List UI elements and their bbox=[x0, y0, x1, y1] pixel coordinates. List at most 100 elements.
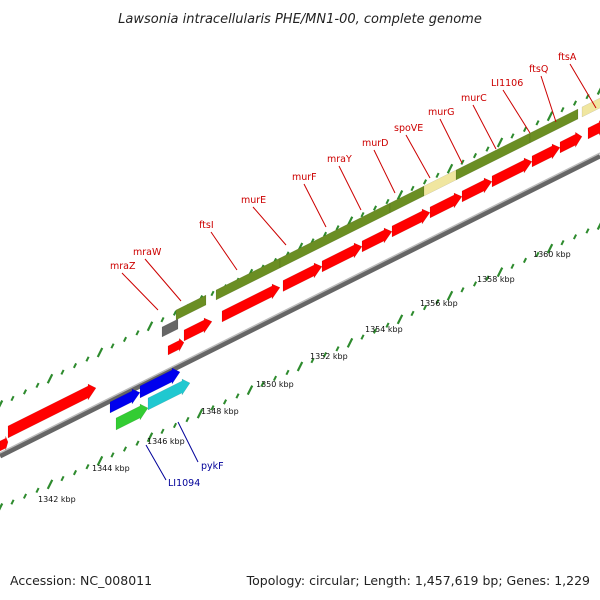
top-tick bbox=[372, 205, 378, 211]
blue-gene bbox=[109, 388, 141, 414]
bottom-tick bbox=[535, 251, 540, 258]
kbp-label: 1350 kbp bbox=[256, 380, 294, 389]
gene-label-mure: murE bbox=[241, 195, 266, 206]
cds-arrow bbox=[429, 192, 463, 219]
top-tick bbox=[72, 362, 78, 369]
bottom-tick bbox=[560, 239, 565, 246]
bottom-tick bbox=[110, 452, 115, 458]
bottom-tick bbox=[85, 464, 90, 470]
kbp-label: 1348 kbp bbox=[201, 407, 239, 416]
kbp-label: 1344 kbp bbox=[92, 464, 130, 473]
gene-label-murg: murG bbox=[428, 107, 455, 118]
kbp-label: 1358 kbp bbox=[477, 275, 515, 284]
bottom-tick bbox=[596, 222, 600, 230]
bottom-tick bbox=[310, 357, 315, 364]
cds-arrow bbox=[461, 177, 493, 203]
bottom-tick bbox=[160, 428, 165, 435]
bottom-tick bbox=[385, 322, 390, 328]
pale-gene bbox=[581, 97, 600, 118]
gene-label-leader bbox=[303, 183, 327, 228]
bottom-tick bbox=[585, 228, 590, 234]
top-tick bbox=[96, 347, 104, 358]
cds-arrow bbox=[531, 143, 561, 168]
bottom-tick bbox=[46, 479, 54, 490]
bottom-tick bbox=[222, 399, 228, 405]
gray-gene bbox=[161, 318, 179, 338]
top-tick bbox=[46, 373, 54, 384]
cds-arrow bbox=[559, 131, 583, 154]
gene-label-leader bbox=[210, 231, 238, 271]
bottom-tick bbox=[485, 275, 490, 281]
top-tick bbox=[85, 356, 90, 362]
kbp-label: 1360 kbp bbox=[533, 250, 571, 259]
kbp-label: 1356 kbp bbox=[420, 299, 458, 308]
bottom-tick bbox=[22, 493, 28, 499]
top-tick bbox=[122, 336, 128, 343]
gene-label-mraz: mraZ bbox=[110, 261, 136, 272]
bottom-tick bbox=[335, 346, 340, 352]
bottom-tick bbox=[546, 243, 554, 254]
gene-label-leader bbox=[177, 421, 199, 463]
top-tick bbox=[472, 152, 478, 159]
bottom-tick bbox=[396, 314, 404, 325]
bottom-tick bbox=[246, 385, 254, 396]
kbp-label: 1354 kbp bbox=[365, 325, 403, 334]
bottom-tick bbox=[372, 328, 378, 334]
gene-label-leader bbox=[472, 104, 497, 150]
top-tick bbox=[522, 126, 528, 133]
top-tick bbox=[360, 211, 365, 218]
map-title: Lawsonia intracellularis PHE/MN1-00, com… bbox=[118, 12, 482, 27]
bottom-tick bbox=[446, 290, 454, 301]
top-tick bbox=[485, 146, 490, 152]
bottom-tick bbox=[172, 422, 178, 429]
cds-arrow bbox=[361, 227, 393, 253]
gene-features bbox=[0, 97, 600, 452]
top-tick bbox=[10, 395, 15, 402]
top-tick bbox=[110, 343, 115, 349]
top-tick bbox=[160, 316, 165, 323]
cds-arrow bbox=[7, 383, 97, 439]
top-tick bbox=[460, 159, 465, 165]
cds-arrow bbox=[0, 436, 9, 452]
top-tick bbox=[435, 172, 440, 179]
bottom-tick bbox=[285, 369, 290, 376]
bottom-tick bbox=[346, 337, 354, 348]
cds-arrow bbox=[587, 119, 600, 140]
bottom-tick-track bbox=[0, 222, 600, 511]
genome-backbone bbox=[0, 153, 600, 459]
gene-label-ftsq: ftsQ bbox=[529, 64, 548, 75]
operon-segment bbox=[389, 185, 425, 214]
bottom-tick bbox=[472, 281, 478, 287]
operon-segment bbox=[175, 294, 207, 321]
gene-label-leader bbox=[439, 118, 463, 164]
top-tick bbox=[560, 106, 565, 113]
top-tick bbox=[335, 225, 340, 231]
gene-label-ftsa: ftsA bbox=[558, 52, 577, 63]
blue-gene bbox=[139, 367, 181, 399]
top-tick bbox=[535, 120, 540, 126]
gene-label-li1106: LI1106 bbox=[491, 78, 523, 89]
bottom-tick bbox=[35, 487, 40, 494]
gene-label-leader bbox=[373, 149, 396, 194]
top-tick bbox=[596, 87, 600, 95]
cds-arrow bbox=[167, 337, 185, 356]
bottom-tick bbox=[410, 310, 415, 317]
bottom-tick bbox=[72, 469, 78, 476]
gene-label-pykf: pykF bbox=[201, 461, 224, 472]
top-tick bbox=[385, 198, 390, 205]
accession-text: Accession: NC_008011 bbox=[10, 573, 152, 588]
top-tick-track bbox=[0, 87, 600, 408]
bottom-tick bbox=[322, 352, 328, 358]
top-tick bbox=[410, 185, 415, 192]
kbp-label: 1352 kbp bbox=[310, 352, 348, 361]
genome-summary-text: Topology: circular; Length: 1,457,619 bp… bbox=[246, 573, 590, 588]
gene-label-leader bbox=[540, 75, 557, 123]
top-tick bbox=[422, 179, 428, 185]
top-gene-labels: mraZ mraW ftsI murE murF mraY murD spoVE murG mur… bbox=[110, 52, 597, 311]
gene-label-leader bbox=[144, 258, 182, 302]
gene-label-ftsi: ftsI bbox=[199, 220, 214, 231]
gene-label-leader bbox=[502, 89, 531, 134]
bottom-tick bbox=[185, 416, 190, 423]
